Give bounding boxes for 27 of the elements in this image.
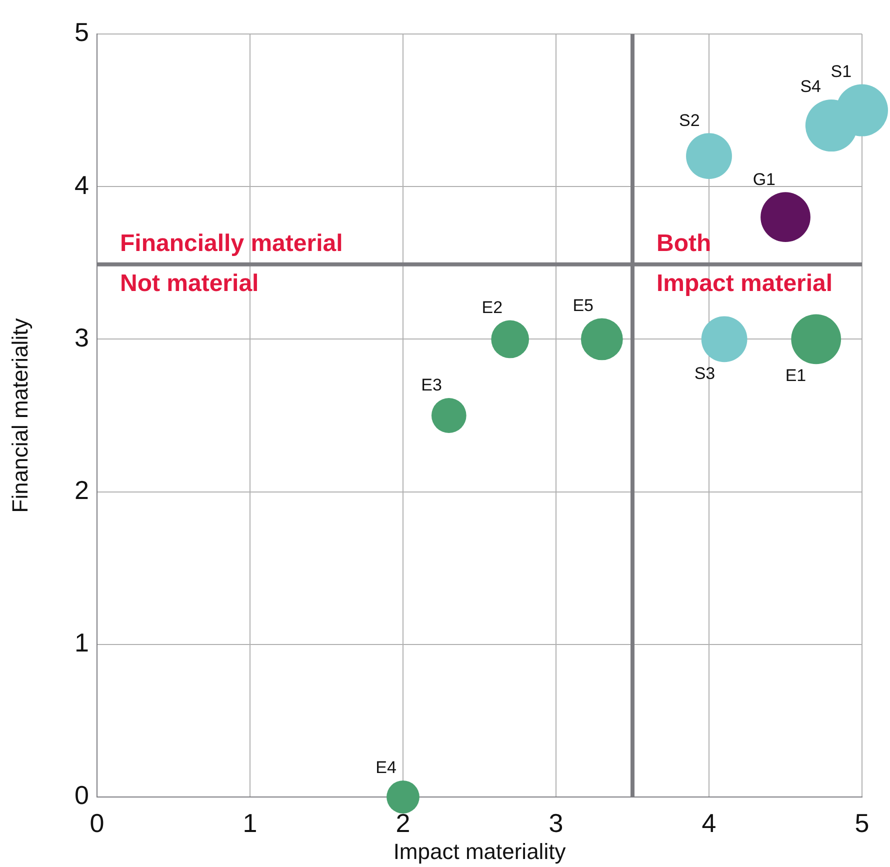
y-axis-title: Financial materiality <box>7 318 32 513</box>
series-label: E4 <box>376 758 396 778</box>
y-tick-label: 3 <box>74 322 89 352</box>
y-tick-label: 5 <box>74 17 89 48</box>
x-tick-label: 4 <box>702 808 716 838</box>
annotation: Both <box>656 230 712 258</box>
y-tick-label: 1 <box>74 628 89 658</box>
series-label: E2 <box>482 298 503 317</box>
y-tick-label: 2 <box>74 474 89 505</box>
x-tick-label: 3 <box>548 808 564 838</box>
annotation: Impact material <box>656 270 833 298</box>
series-label: S4 <box>800 77 821 96</box>
y-tick-label: 4 <box>74 170 89 200</box>
series-label: E3 <box>421 376 442 395</box>
x-tick-label: 5 <box>854 808 870 838</box>
y-tick-label: 0 <box>74 780 89 810</box>
x-axis-title: Impact materiality <box>393 838 566 864</box>
series-label: E5 <box>572 296 594 315</box>
series-label: S3 <box>694 364 716 383</box>
series-label: S1 <box>830 62 852 81</box>
x-tick-label: 1 <box>242 808 258 838</box>
series-label: E1 <box>785 366 806 385</box>
series-label: G1 <box>752 170 776 189</box>
series-label: S2 <box>679 110 700 130</box>
annotation: Not material <box>120 270 259 298</box>
x-tick-label: 2 <box>396 808 410 838</box>
annotation: Financially material <box>120 230 343 258</box>
